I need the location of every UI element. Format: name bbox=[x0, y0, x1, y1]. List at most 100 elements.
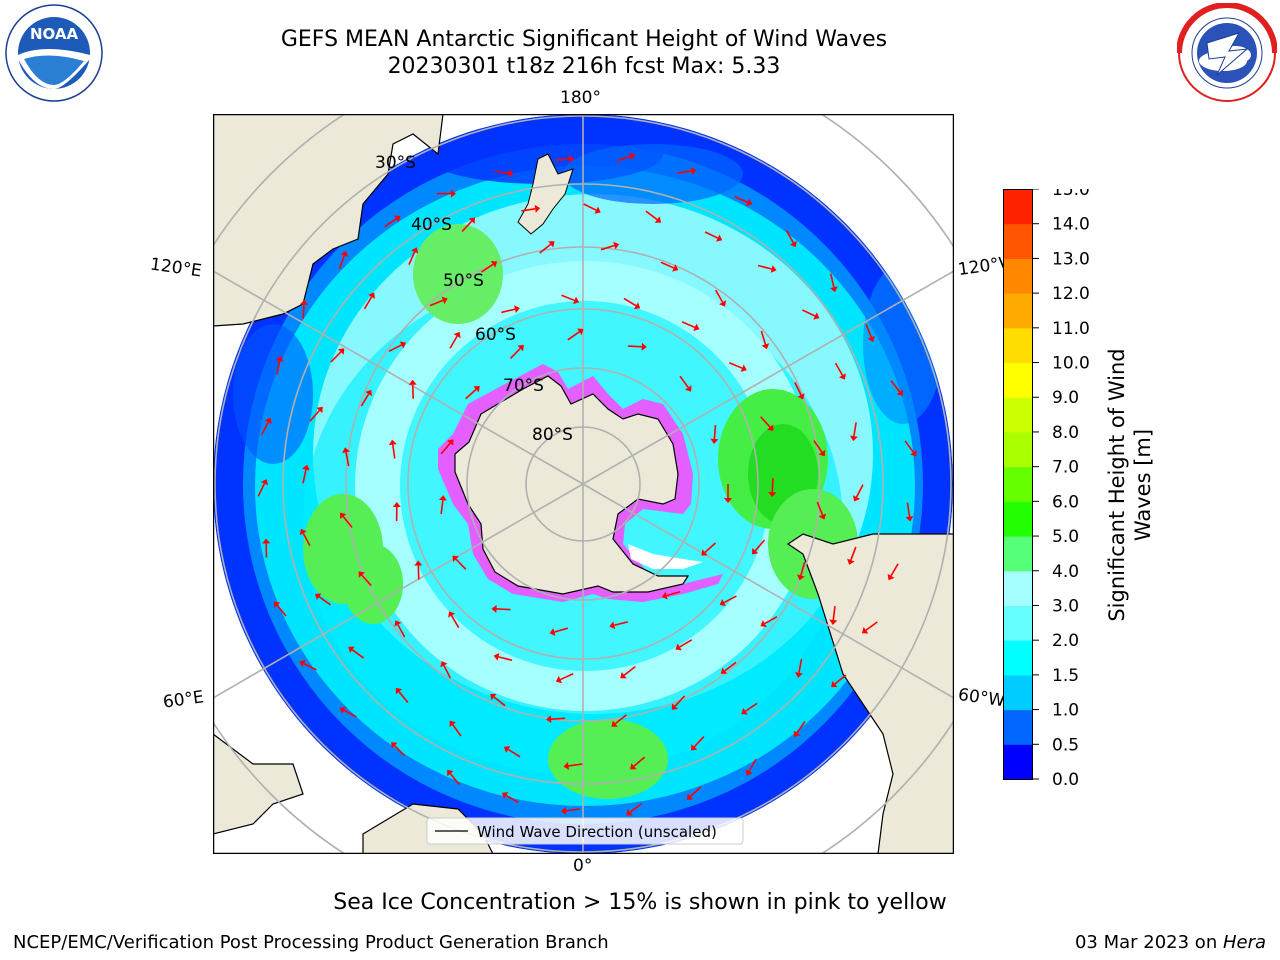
wind-wave-arrows bbox=[257, 152, 917, 816]
wind-wave-arrow-head bbox=[340, 250, 349, 257]
colorbar-tick-label: 11.0 bbox=[1052, 319, 1090, 339]
land-south-america bbox=[786, 533, 954, 854]
footer-date: 03 Mar 2023 on Hera bbox=[1075, 932, 1266, 953]
colorbar-tick-label: 5.0 bbox=[1052, 527, 1079, 547]
colorbar-tick-label: 4.0 bbox=[1052, 562, 1079, 582]
wind-wave-arrow-head bbox=[719, 300, 727, 307]
wind-wave-arrow-head bbox=[560, 806, 567, 815]
wind-wave-arrow bbox=[850, 546, 857, 561]
lat-label-70s: 70°S bbox=[503, 376, 544, 396]
wind-wave-arrow bbox=[764, 615, 778, 625]
wind-wave-arrow bbox=[449, 335, 458, 349]
wind-wave-arrow bbox=[677, 170, 692, 174]
wind-wave-arrow-head bbox=[299, 528, 307, 536]
wind-wave-arrow bbox=[507, 748, 521, 758]
wind-wave-arrow bbox=[505, 794, 519, 804]
wind-wave-arrow bbox=[714, 289, 724, 303]
land-africa bbox=[213, 733, 304, 835]
wind-wave-arrow-head bbox=[449, 720, 456, 727]
lat-label-80s: 80°S bbox=[532, 425, 573, 445]
wind-wave-arrow bbox=[679, 375, 689, 389]
wind-wave-arrow-head bbox=[414, 560, 423, 566]
wind-wave-arrow-head bbox=[490, 260, 498, 268]
wind-wave-arrow bbox=[798, 658, 803, 674]
wind-wave-arrow bbox=[616, 155, 631, 162]
wind-wave-arrow bbox=[501, 308, 516, 314]
map-border bbox=[213, 114, 954, 854]
colorbar: 0.0 0.5 1.0 1.5 2.0 3.0 4.0 5.0 6.0 7.0 8.0 9.0 10.0… bbox=[1003, 189, 1090, 790]
colorbar-tick-label: 9.0 bbox=[1052, 388, 1079, 408]
wind-wave-arrow bbox=[560, 673, 574, 681]
colorbar-segment bbox=[1004, 223, 1033, 259]
wind-wave-arrow-head bbox=[905, 515, 914, 522]
wind-wave-arrow-head bbox=[745, 198, 753, 206]
colorbar-tick-label: 13.0 bbox=[1052, 249, 1090, 269]
wind-wave-arrow-head bbox=[468, 217, 476, 224]
wind-wave-arrow-head bbox=[761, 343, 770, 350]
wind-wave-arrow bbox=[832, 605, 836, 621]
wind-wave-arrow-head bbox=[661, 591, 668, 600]
colorbar-tick-label: 1.5 bbox=[1052, 666, 1079, 686]
colorbar-segment bbox=[1004, 327, 1033, 364]
wind-wave-arrow-head bbox=[391, 742, 398, 749]
wind-wave-arrow bbox=[816, 501, 824, 516]
wind-wave-arrow bbox=[724, 661, 737, 672]
wind-wave-arrow bbox=[302, 304, 305, 319]
wind-wave-arrow bbox=[813, 440, 823, 453]
wind-wave-arrow bbox=[303, 662, 317, 671]
wind-wave-arrow bbox=[361, 574, 372, 587]
wind-wave-arrow-head bbox=[491, 604, 497, 613]
wind-wave-arrow-head bbox=[399, 341, 406, 349]
wind-wave-arrow-head bbox=[517, 344, 524, 352]
wind-wave-arrow bbox=[351, 649, 365, 659]
wind-wave-arrow-head bbox=[896, 389, 903, 396]
wind-wave-arrow-head bbox=[751, 548, 759, 555]
land-new-zealand bbox=[517, 153, 574, 235]
wind-wave-arrow-head bbox=[260, 479, 269, 486]
colorbar-tick-label: 15.0 bbox=[1052, 189, 1090, 200]
wind-wave-arrow bbox=[723, 595, 737, 604]
wind-wave-arrow bbox=[704, 231, 719, 239]
colorbar-segment bbox=[1004, 293, 1033, 329]
wind-wave-arrow bbox=[728, 362, 743, 369]
wind-wave-arrow bbox=[509, 347, 521, 359]
land-australia bbox=[213, 114, 444, 327]
wind-wave-arrow bbox=[834, 362, 844, 376]
wind-wave-arrow-head bbox=[789, 240, 797, 248]
wind-wave-arrow-head bbox=[438, 495, 447, 501]
wind-wave-arrow-head bbox=[548, 241, 555, 248]
wind-wave-arrow bbox=[363, 296, 373, 310]
wind-wave-arrow bbox=[568, 763, 583, 767]
wind-wave-arrow bbox=[660, 261, 675, 269]
wind-wave-arrow-head bbox=[365, 389, 373, 397]
wind-wave-arrow-head bbox=[555, 675, 563, 684]
wind-wave-arrow-head bbox=[514, 305, 520, 314]
colorbar-tick-label: 0.5 bbox=[1052, 735, 1079, 755]
colorbar-segment bbox=[1004, 501, 1033, 537]
wind-wave-arrow-head bbox=[408, 379, 417, 385]
wind-wave-arrow-head bbox=[690, 166, 697, 175]
lon-label-0: 0° bbox=[573, 856, 593, 876]
wind-wave-arrow-head bbox=[701, 549, 708, 556]
wind-wave-arrow bbox=[318, 596, 331, 606]
wind-wave-arrow bbox=[408, 251, 416, 265]
wind-wave-arrow bbox=[623, 666, 636, 676]
wind-wave-arrow-head bbox=[563, 761, 570, 770]
wind-wave-arrow bbox=[800, 561, 806, 576]
noaa-logo: NOAA bbox=[5, 4, 103, 102]
wind-wave-arrow-head bbox=[609, 621, 616, 630]
wind-wave-arrow-head bbox=[577, 328, 584, 336]
wind-wave-arrow-head bbox=[838, 373, 846, 380]
wind-wave-arrow bbox=[704, 542, 716, 553]
wind-wave-arrow-head bbox=[740, 364, 747, 372]
wind-wave-arrow-head bbox=[813, 312, 820, 320]
wind-wave-arrow bbox=[865, 621, 878, 631]
wind-wave-arrow-head bbox=[299, 299, 308, 305]
lon-label-120e: 120°E bbox=[148, 254, 203, 282]
colorbar-segment bbox=[1004, 709, 1033, 745]
lon-label-180: 180° bbox=[560, 88, 601, 108]
colorbar-tick-label: 3.0 bbox=[1052, 596, 1079, 616]
wind-wave-arrow-head bbox=[611, 720, 618, 727]
colorbar-tick-label: 6.0 bbox=[1052, 492, 1079, 512]
wind-wave-arrow bbox=[853, 422, 857, 437]
